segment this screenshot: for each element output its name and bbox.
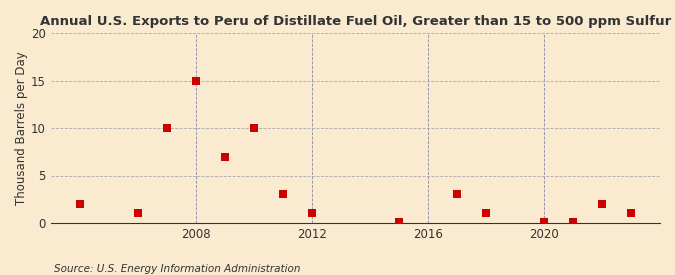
Point	[132, 211, 143, 216]
Title: Annual U.S. Exports to Peru of Distillate Fuel Oil, Greater than 15 to 500 ppm S: Annual U.S. Exports to Peru of Distillat…	[40, 15, 671, 28]
Point	[248, 126, 259, 130]
Point	[74, 202, 85, 206]
Point	[539, 220, 549, 225]
Point	[568, 220, 578, 225]
Point	[452, 192, 462, 197]
Text: Source: U.S. Energy Information Administration: Source: U.S. Energy Information Administ…	[54, 264, 300, 274]
Point	[597, 202, 608, 206]
Point	[219, 154, 230, 159]
Point	[626, 211, 637, 216]
Point	[394, 220, 404, 225]
Point	[277, 192, 288, 197]
Y-axis label: Thousand Barrels per Day: Thousand Barrels per Day	[15, 51, 28, 205]
Point	[481, 211, 491, 216]
Point	[161, 126, 172, 130]
Point	[306, 211, 317, 216]
Point	[190, 79, 201, 83]
